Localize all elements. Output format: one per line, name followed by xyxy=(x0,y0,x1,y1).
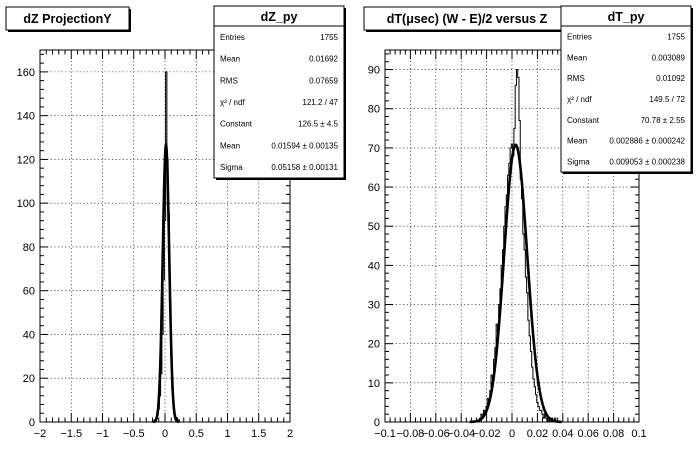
x-tick-label: 2 xyxy=(287,428,293,440)
stats-row-label: χ² / ndf xyxy=(567,95,592,104)
chart-panel-1: −0.1 −0.08−0.06−0.04−0.02 0 0.02 0.04 0.06 0.0… xyxy=(363,5,693,440)
stats-row-value: 70.78 ± 2.55 xyxy=(641,116,686,125)
x-tick-label: 0.5 xyxy=(189,428,204,440)
stats-row-label: Entries xyxy=(567,32,592,41)
x-tick-label: −0.08 xyxy=(396,428,424,440)
gaussian-fit-curve xyxy=(152,142,180,424)
y-tick-label: 40 xyxy=(23,329,35,341)
x-tick-label: −2 xyxy=(34,428,47,440)
x-tick-label: −0.06 xyxy=(422,428,450,440)
y-tick-label: 100 xyxy=(17,198,35,210)
x-tick-label: 1.5 xyxy=(251,428,266,440)
stats-box xyxy=(213,5,345,179)
y-tick-label: 10 xyxy=(368,378,380,390)
stats-row-value: 149.5 / 72 xyxy=(649,95,685,104)
stats-row-label: Mean xyxy=(567,137,587,146)
stats-row-value: 1755 xyxy=(320,33,338,42)
y-tick-label: 0 xyxy=(29,417,35,429)
x-tick-label: 1 xyxy=(224,428,230,440)
chart-title: dZ ProjectionY xyxy=(23,12,112,26)
stats-row-label: Mean xyxy=(567,53,587,62)
x-tick-label: −1 xyxy=(96,428,109,440)
y-tick-label: 0 xyxy=(374,417,380,429)
stats-row-value: 0.01692 xyxy=(309,55,338,64)
y-tick-label: 70 xyxy=(368,143,380,155)
y-tick-label: 140 xyxy=(17,111,35,123)
x-tick-label: −0.1 xyxy=(374,428,396,440)
stats-row-value: 0.05158 ± 0.00131 xyxy=(271,163,338,172)
histogram-series xyxy=(385,69,639,423)
y-tick-label: 20 xyxy=(23,373,35,385)
stats-row-value: 121.2 / 47 xyxy=(302,98,338,107)
stats-row-label: RMS xyxy=(220,76,238,85)
chart-panel-0: −2 −1.5 −1 −0.5 0 0.5 1 1.5 20204060801001201401… xyxy=(5,5,346,440)
x-tick-label: 0.08 xyxy=(603,428,624,440)
x-tick-label: 0 xyxy=(509,428,515,440)
stats-row-label: Constant xyxy=(220,120,253,129)
x-tick-label: 0.02 xyxy=(527,428,548,440)
y-tick-label: 50 xyxy=(368,221,380,233)
y-tick-label: 80 xyxy=(368,104,380,116)
y-tick-label: 30 xyxy=(368,300,380,312)
stats-row-value: 0.009053 ± 0.000238 xyxy=(609,158,685,167)
y-tick-label: 160 xyxy=(17,67,35,79)
x-tick-label: −0.04 xyxy=(447,428,475,440)
y-tick-label: 40 xyxy=(368,260,380,272)
stats-row-value: 0.003089 xyxy=(652,53,686,62)
y-tick-label: 90 xyxy=(368,65,380,77)
x-tick-label: −0.5 xyxy=(123,428,145,440)
y-tick-label: 80 xyxy=(23,242,35,254)
stats-row-label: χ² / ndf xyxy=(220,98,245,107)
stats-row-label: RMS xyxy=(567,74,585,83)
gaussian-fit-curve xyxy=(469,143,562,424)
stats-row-label: Mean xyxy=(220,141,240,150)
stats-box xyxy=(560,5,692,173)
title-box xyxy=(5,6,130,31)
x-tick-label: 0.04 xyxy=(552,428,573,440)
chart-title: dT(μsec) (W - E)/2 versus Z xyxy=(387,12,548,26)
y-tick-label: 60 xyxy=(23,286,35,298)
y-tick-label: 20 xyxy=(368,339,380,351)
stats-row-label: Constant xyxy=(567,116,600,125)
y-tick-label: 120 xyxy=(17,154,35,166)
stats-row-value: 0.01092 xyxy=(656,74,685,83)
stats-name: dZ_py xyxy=(261,10,298,24)
stats-row-label: Entries xyxy=(220,33,245,42)
stats-row-value: 0.01594 ± 0.00135 xyxy=(271,141,338,150)
x-tick-label: −0.02 xyxy=(473,428,501,440)
y-tick-label: 60 xyxy=(368,182,380,194)
stats-row-label: Sigma xyxy=(220,163,243,172)
stats-row-value: 126.5 ± 4.5 xyxy=(298,120,339,129)
x-tick-label: 0.06 xyxy=(577,428,598,440)
x-tick-label: −1.5 xyxy=(60,428,82,440)
x-tick-label: 0 xyxy=(162,428,168,440)
stats-row-value: 1755 xyxy=(667,32,685,41)
x-tick-label: 0.1 xyxy=(631,428,646,440)
stats-row-label: Mean xyxy=(220,55,240,64)
stats-row-label: Sigma xyxy=(567,158,590,167)
stats-row-value: 0.002886 ± 0.000242 xyxy=(609,137,685,146)
stats-name: dT_py xyxy=(608,10,645,24)
stats-row-value: 0.07659 xyxy=(309,76,338,85)
